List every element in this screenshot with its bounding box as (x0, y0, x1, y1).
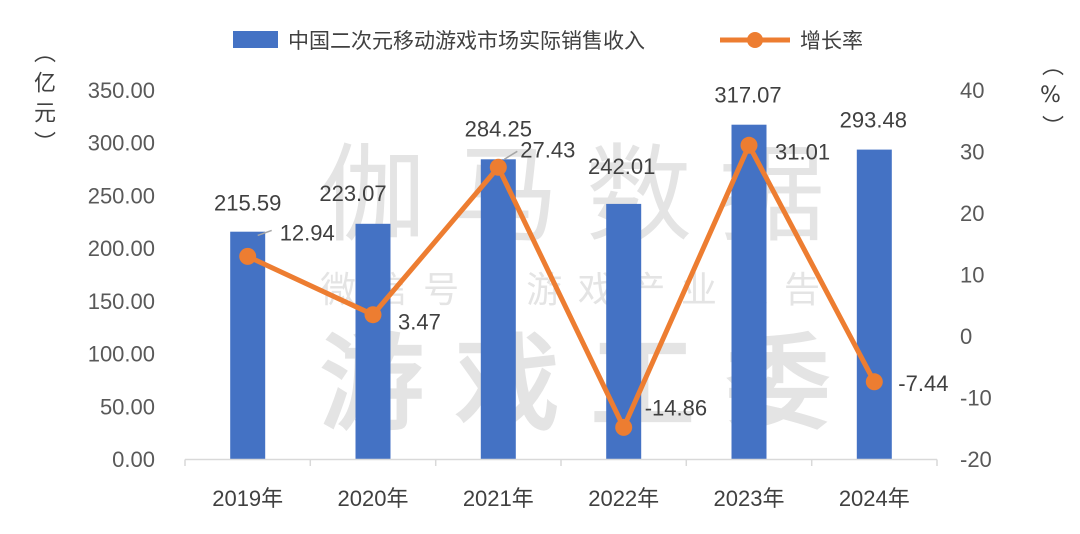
revenue-bar-label: 317.07 (714, 83, 781, 108)
legend: 中国二次元移动游戏市场实际销售收入 增长率 (233, 29, 863, 53)
y-axis-right-label: （%） (1038, 54, 1063, 144)
y-axis-right: -20 -10 0 10 20 30 40 (960, 78, 992, 472)
x-tick-label: 2023年 (714, 486, 785, 511)
legend-label-growth: 增长率 (800, 29, 863, 53)
revenue-bar (480, 159, 516, 460)
legend-label-revenue: 中国二次元移动游戏市场实际销售收入 (288, 29, 645, 53)
revenue-bar (856, 149, 892, 459)
revenue-bar (731, 124, 767, 459)
growth-rate-marker (489, 158, 507, 176)
y-left-tick-label: 250.00 (88, 183, 155, 208)
growth-rate-label: 31.01 (775, 139, 830, 164)
revenue-bar-label: 242.01 (588, 154, 655, 179)
y-left-tick-label: 150.00 (88, 289, 155, 314)
y-left-tick-label: 0.00 (112, 447, 155, 472)
revenue-bar-label: 293.48 (840, 108, 907, 133)
growth-rate-marker (615, 418, 633, 436)
legend-swatch-marker (747, 32, 763, 48)
x-tick-label: 2024年 (839, 486, 910, 511)
growth-rate-polyline (246, 142, 877, 430)
growth-rate-marker (239, 247, 257, 265)
x-axis: 2019年 2020年 2021年 2022年 2023年 2024年 (184, 458, 938, 511)
growth-rate-label: -7.44 (898, 371, 948, 396)
growth-rate-line (239, 136, 883, 436)
revenue-bars (230, 124, 892, 460)
x-tick-label: 2019年 (212, 486, 283, 511)
x-tick-label: 2020年 (338, 486, 409, 511)
revenue-bar-label: 284.25 (465, 116, 532, 141)
y-right-tick-label: -20 (960, 447, 992, 472)
growth-rate-label: 12.94 (280, 220, 335, 245)
growth-rate-marker (740, 136, 758, 154)
y-left-tick-label: 300.00 (88, 131, 155, 156)
label-leader-line (257, 229, 272, 237)
y-right-tick-label: 20 (960, 201, 984, 226)
y-left-tick-label: 350.00 (88, 78, 155, 103)
y-axis-left: 0.00 50.00 100.00 150.00 200.00 250.00 300.00 3… (88, 78, 155, 472)
x-tick-label: 2021年 (463, 486, 534, 511)
y-left-tick-label: 100.00 (88, 342, 155, 367)
revenue-bar-label: 223.07 (319, 181, 386, 206)
growth-rate-labels: 12.94 3.47 27.43 -14.86 31.01 -7.44 (257, 137, 948, 420)
legend-swatch-bar (233, 31, 278, 48)
y-right-tick-label: 40 (960, 78, 984, 103)
y-right-tick-label: 10 (960, 263, 984, 288)
growth-rate-marker (364, 306, 382, 324)
legend-item-growth: 增长率 (720, 29, 863, 53)
y-axis-left-label: （亿元） (30, 41, 55, 161)
growth-rate-marker (865, 373, 883, 391)
revenue-bar (230, 231, 266, 459)
growth-rate-label: 3.47 (398, 310, 441, 335)
y-right-tick-label: 0 (960, 324, 972, 349)
x-tick-label: 2022年 (588, 486, 659, 511)
y-left-tick-label: 50.00 (100, 394, 155, 419)
label-leader-line (503, 150, 518, 160)
revenue-bar-labels: 215.59 223.07 284.25 242.01 317.07 293.48 (214, 83, 907, 216)
revenue-bar (606, 203, 642, 459)
y-right-tick-label: -10 (960, 386, 992, 411)
y-left-tick-label: 200.00 (88, 236, 155, 261)
growth-rate-label: 27.43 (520, 137, 575, 162)
y-right-tick-label: 30 (960, 140, 984, 165)
revenue-bar-label: 215.59 (214, 191, 281, 216)
growth-rate-label: -14.86 (645, 395, 707, 420)
legend-item-revenue: 中国二次元移动游戏市场实际销售收入 (233, 29, 645, 53)
revenue-bar (355, 223, 391, 459)
